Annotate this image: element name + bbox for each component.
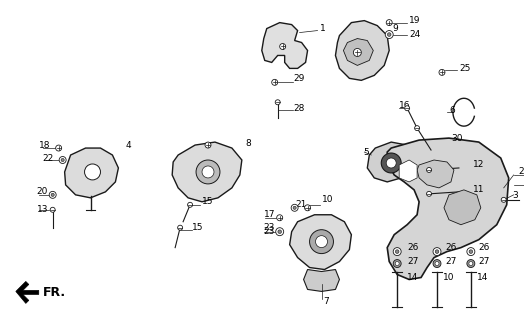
Text: 29: 29 [293, 74, 305, 83]
Text: 21: 21 [296, 200, 307, 209]
Text: 9: 9 [392, 24, 398, 33]
Polygon shape [444, 190, 481, 225]
Text: 14: 14 [477, 273, 488, 282]
Polygon shape [290, 215, 351, 269]
Text: 12: 12 [473, 160, 484, 170]
Circle shape [386, 158, 396, 168]
Circle shape [501, 197, 506, 202]
Circle shape [381, 153, 401, 173]
Circle shape [85, 164, 100, 180]
Polygon shape [262, 23, 308, 68]
Text: 22: 22 [43, 154, 54, 163]
Circle shape [435, 250, 439, 253]
Polygon shape [16, 282, 39, 303]
Text: 23: 23 [264, 227, 275, 236]
Circle shape [405, 106, 410, 111]
Text: 30: 30 [451, 133, 463, 143]
Text: 15: 15 [202, 197, 214, 206]
Text: 26: 26 [479, 243, 490, 252]
Circle shape [395, 261, 399, 266]
Circle shape [387, 33, 391, 36]
Circle shape [433, 248, 441, 256]
Polygon shape [172, 142, 242, 202]
Circle shape [196, 160, 220, 184]
Circle shape [205, 142, 211, 148]
Circle shape [275, 100, 280, 105]
Circle shape [177, 225, 183, 230]
Circle shape [59, 156, 66, 164]
Text: 7: 7 [323, 297, 329, 306]
Circle shape [435, 261, 439, 266]
Polygon shape [417, 160, 454, 188]
Circle shape [187, 202, 193, 207]
Circle shape [469, 261, 473, 266]
Text: 13: 13 [37, 205, 48, 214]
Text: 27: 27 [407, 257, 418, 266]
Text: 4: 4 [125, 140, 131, 149]
Text: 14: 14 [407, 273, 418, 282]
Text: 20: 20 [37, 188, 48, 196]
Polygon shape [65, 148, 119, 198]
Text: 3: 3 [513, 191, 518, 200]
Text: 26: 26 [407, 243, 418, 252]
Circle shape [467, 260, 475, 268]
Circle shape [291, 204, 298, 211]
Circle shape [395, 250, 399, 253]
Text: 26: 26 [445, 243, 456, 252]
Text: 28: 28 [293, 104, 305, 113]
Polygon shape [343, 38, 373, 65]
Text: 8: 8 [246, 139, 251, 148]
Text: 10: 10 [443, 273, 455, 282]
Text: 15: 15 [192, 223, 204, 232]
Text: 16: 16 [399, 101, 411, 110]
Circle shape [51, 193, 54, 196]
Circle shape [293, 206, 296, 209]
Polygon shape [368, 142, 414, 182]
Circle shape [439, 69, 445, 76]
Text: FR.: FR. [43, 286, 66, 299]
Circle shape [469, 250, 472, 253]
Circle shape [278, 230, 281, 234]
Circle shape [393, 248, 401, 256]
Text: 19: 19 [409, 16, 421, 25]
Text: 10: 10 [321, 195, 333, 204]
Circle shape [202, 166, 214, 178]
Text: 27: 27 [445, 257, 456, 266]
Text: 1: 1 [320, 24, 325, 33]
Text: 18: 18 [39, 140, 50, 149]
Circle shape [276, 228, 284, 236]
Circle shape [393, 260, 401, 268]
Circle shape [61, 158, 64, 162]
Circle shape [415, 126, 419, 131]
Text: 23: 23 [264, 223, 275, 232]
Circle shape [272, 79, 278, 85]
Circle shape [277, 215, 282, 221]
Circle shape [385, 31, 393, 38]
Polygon shape [387, 138, 509, 279]
Circle shape [426, 167, 432, 172]
Text: 6: 6 [449, 106, 455, 115]
Text: 2: 2 [519, 167, 524, 176]
Circle shape [50, 207, 55, 212]
Circle shape [304, 205, 311, 211]
Circle shape [353, 49, 361, 56]
Circle shape [310, 230, 333, 253]
Circle shape [433, 260, 441, 268]
Circle shape [280, 44, 286, 50]
Polygon shape [335, 20, 389, 80]
Circle shape [316, 236, 328, 248]
Text: 11: 11 [473, 185, 485, 194]
Circle shape [426, 191, 432, 196]
Text: 17: 17 [264, 210, 275, 219]
Circle shape [49, 191, 56, 198]
Text: 5: 5 [363, 148, 369, 156]
Circle shape [467, 248, 475, 256]
Circle shape [386, 20, 392, 26]
Polygon shape [303, 269, 340, 292]
Text: 24: 24 [409, 30, 421, 39]
Circle shape [56, 145, 61, 151]
Polygon shape [399, 160, 417, 182]
Text: 27: 27 [479, 257, 490, 266]
Text: 25: 25 [459, 64, 470, 73]
